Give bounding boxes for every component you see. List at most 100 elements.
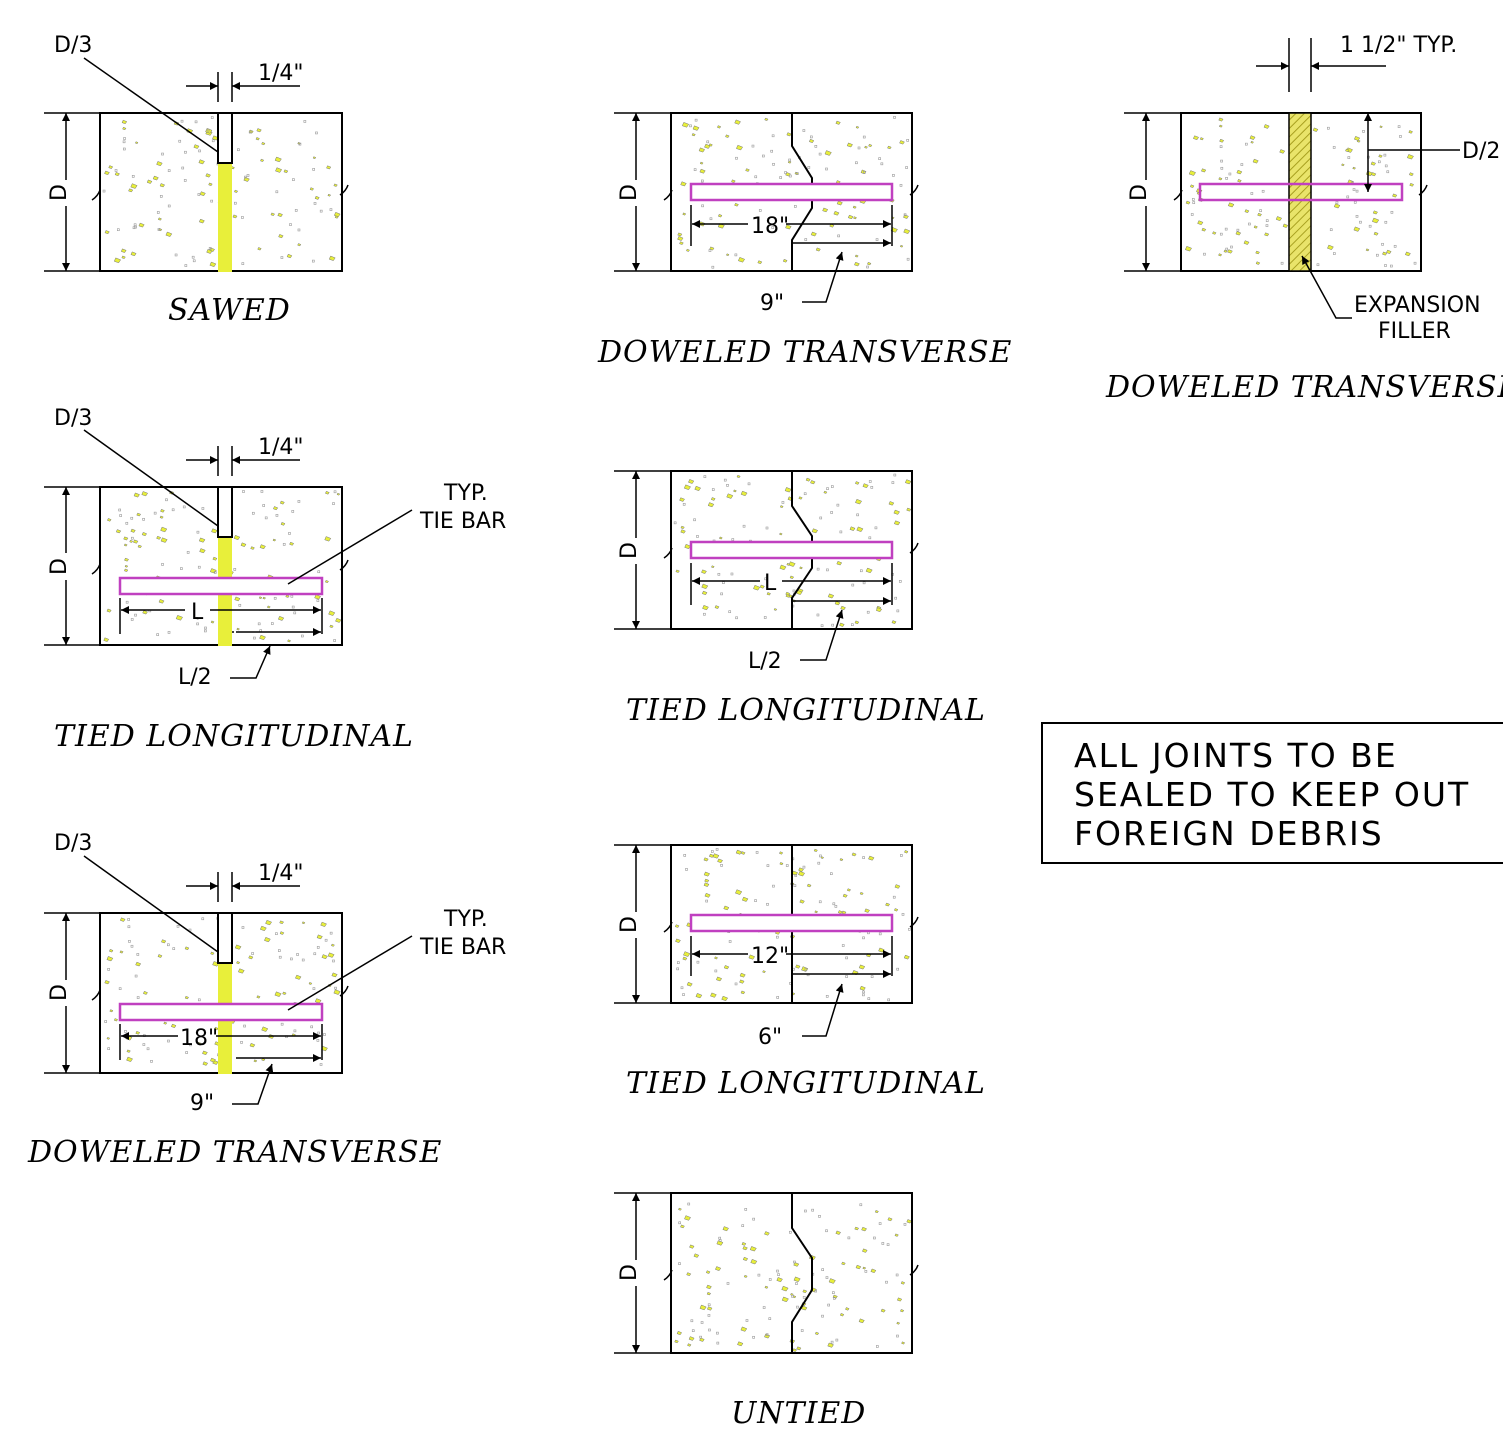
aggregate-dot xyxy=(146,1047,150,1051)
aggregate-dot xyxy=(793,884,797,887)
aggregate-dot xyxy=(333,639,336,642)
aggregate-dot xyxy=(130,536,134,540)
aggregate-dot xyxy=(862,171,866,174)
aggregate-chip xyxy=(1201,227,1207,232)
aggregate-dot xyxy=(742,524,746,528)
aggregate-chip xyxy=(839,622,845,627)
aggregate-dot xyxy=(185,1051,188,1054)
aggregate-dot xyxy=(903,213,907,217)
aggregate-dot xyxy=(893,116,896,119)
aggregate-dot xyxy=(765,1333,769,1336)
aggregate-dot xyxy=(703,475,707,478)
aggregate-dot xyxy=(323,1033,326,1036)
aggregate-dot xyxy=(832,1291,835,1294)
saw-groove xyxy=(217,912,233,964)
aggregate-dot xyxy=(893,473,897,477)
aggregate-dot xyxy=(1353,201,1357,204)
aggregate-dot xyxy=(796,1305,799,1309)
aggregate-dot xyxy=(758,209,762,212)
aggregate-chip xyxy=(320,921,327,927)
aggregate-dot xyxy=(142,517,145,521)
detail-untied: D UNTIED xyxy=(614,1192,919,1431)
aggregate-chip xyxy=(184,995,189,1000)
aggregate-dot xyxy=(796,172,799,175)
aggregate-dot xyxy=(1192,201,1196,204)
aggregate-chip xyxy=(793,1276,801,1282)
aggregate-chip xyxy=(893,520,901,526)
aggregate-dot xyxy=(795,1282,798,1285)
aggregate-dot xyxy=(167,204,171,208)
aggregate-chip xyxy=(259,544,266,550)
aggregate-dot xyxy=(244,175,247,179)
aggregate-chip xyxy=(835,1230,841,1235)
aggregate-dot xyxy=(676,961,680,964)
aggregate-chip xyxy=(906,1219,912,1224)
aggregate-dot xyxy=(755,851,759,854)
aggregate-chip xyxy=(785,224,792,230)
aggregate-dot xyxy=(708,1328,711,1332)
aggregate-dot xyxy=(706,140,710,144)
aggregate-chip xyxy=(202,1061,209,1066)
aggregate-dot xyxy=(134,974,138,978)
aggregate-chip xyxy=(160,526,168,533)
aggregate-chip xyxy=(858,1318,865,1324)
aggregate-chip xyxy=(295,974,302,980)
aggregate-dot xyxy=(333,490,337,494)
aggregate-chip xyxy=(237,968,245,974)
aggregate-dot xyxy=(329,208,333,211)
aggregate-chip xyxy=(726,253,730,257)
depth-label: D xyxy=(617,184,642,201)
aggregate-dot xyxy=(693,168,697,171)
aggregate-chip xyxy=(842,893,848,898)
aggregate-dot xyxy=(784,171,787,174)
aggregate-chip xyxy=(279,931,285,935)
aggregate-chip xyxy=(823,490,828,494)
aggregate-dot xyxy=(673,521,677,525)
aggregate-dot xyxy=(312,168,315,171)
aggregate-chip xyxy=(275,167,283,173)
aggregate-chip xyxy=(874,1210,879,1214)
aggregate-chip xyxy=(834,600,841,606)
aggregate-dot xyxy=(906,257,910,261)
aggregate-chip xyxy=(124,564,129,568)
expansion-filler xyxy=(1288,112,1312,272)
aggregate-dot xyxy=(1230,245,1233,249)
aggregate-chip xyxy=(779,505,784,509)
aggregate-chip xyxy=(680,181,687,187)
aggregate-chip xyxy=(261,141,266,146)
aggregate-chip xyxy=(121,255,126,259)
aggregate-chip xyxy=(314,195,320,200)
aggregate-dot xyxy=(766,864,770,867)
aggregate-chip xyxy=(781,1285,789,1292)
aggregate-dot xyxy=(316,599,320,602)
aggregate-dot xyxy=(241,926,245,929)
aggregate-chip xyxy=(759,584,765,589)
tie-bar xyxy=(689,540,894,560)
aggregate-chip xyxy=(1406,154,1414,160)
groove-depth-label: D/3 xyxy=(54,406,92,431)
aggregate-chip xyxy=(1243,240,1250,245)
aggregate-chip xyxy=(170,1023,177,1028)
aggregate-dot xyxy=(776,935,779,939)
aggregate-dot xyxy=(114,169,118,172)
aggregate-chip xyxy=(212,135,219,141)
aggregate-chip xyxy=(1263,124,1270,129)
aggregate-dot xyxy=(1327,126,1330,130)
depth-label: D xyxy=(47,184,72,201)
aggregate-dot xyxy=(708,249,712,252)
aggregate-chip xyxy=(706,1284,712,1290)
aggregate-chip xyxy=(753,584,761,591)
aggregate-chip xyxy=(285,594,290,598)
aggregate-dot xyxy=(772,162,775,166)
detail-tied-longitudinal-butt: 12" 6" D TIED LONGITUDINAL xyxy=(614,844,985,1101)
aggregate-dot xyxy=(332,959,335,963)
aggregate-dot xyxy=(243,1024,246,1028)
bar-length-label: 18" xyxy=(180,1026,218,1051)
aggregate-chip xyxy=(701,583,709,590)
aggregate-dot xyxy=(881,1242,885,1245)
aggregate-dot xyxy=(291,510,295,513)
aggregate-chip xyxy=(193,144,200,149)
aggregate-chip xyxy=(689,1244,695,1249)
aggregate-chip xyxy=(199,191,206,197)
aggregate-chip xyxy=(841,1261,846,1266)
